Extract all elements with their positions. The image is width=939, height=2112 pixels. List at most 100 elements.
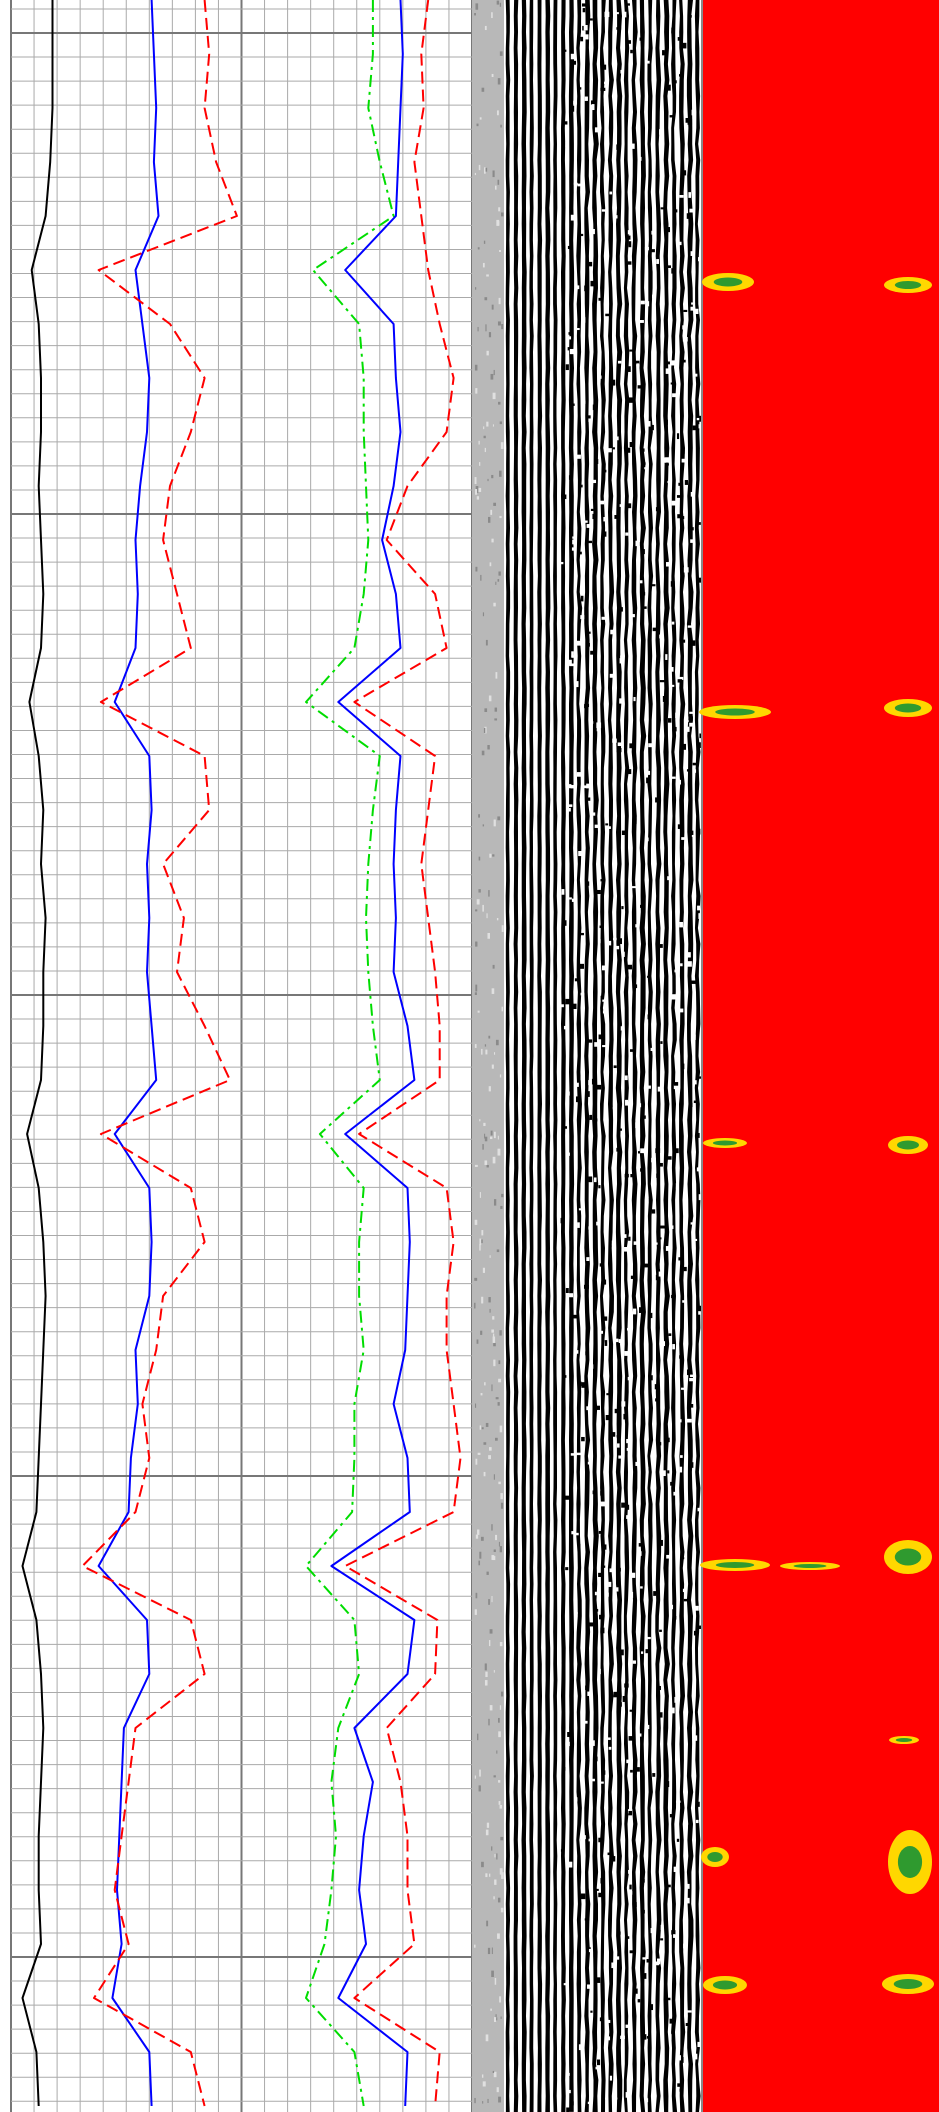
stripe-noise (692, 1735, 698, 1741)
stripe-noise (563, 49, 567, 52)
stripe-noise (687, 961, 692, 967)
texture-dot (475, 3, 479, 10)
anomaly-inner (707, 1852, 723, 1862)
stripe-noise (605, 823, 609, 826)
texture-dot (486, 1164, 489, 1168)
texture-dot (493, 1359, 496, 1367)
stripe-noise (593, 1248, 598, 1253)
stripe-noise (683, 1205, 686, 1209)
texture-dot (486, 1571, 489, 1575)
stripe-noise (574, 285, 580, 290)
stripe-noise (583, 1284, 589, 1289)
stripe-noise (564, 121, 568, 125)
texture-dot (486, 350, 489, 356)
stripe-noise (633, 696, 636, 702)
texture-dot (482, 2081, 486, 2087)
stripe (655, 0, 662, 2112)
stripe-noise (681, 359, 686, 363)
stripe-noise (690, 1404, 694, 1408)
texture-dot (479, 1769, 481, 1777)
texture-dot (484, 1382, 486, 1386)
stripe-noise (600, 500, 605, 505)
stripe-noise (650, 2004, 654, 2011)
stripe-noise (589, 18, 593, 21)
stripe-noise (672, 1344, 675, 1350)
anomaly-inner (715, 1562, 755, 1568)
texture-dot (482, 1267, 486, 1273)
stripe-noise (607, 940, 612, 946)
texture-dot (499, 515, 502, 519)
stripe-noise (679, 2088, 682, 2092)
stripe-noise (695, 1819, 699, 1824)
texture-dot (476, 1339, 479, 1344)
stripe-noise (677, 824, 682, 829)
stripe-noise (697, 1076, 702, 1079)
stripe-noise (691, 302, 696, 305)
stripe-noise (588, 1039, 593, 1043)
stripe-noise (596, 2059, 601, 2066)
texture-dot (498, 1360, 501, 1365)
stripe-noise (594, 127, 600, 133)
stripe-noise (629, 442, 633, 448)
texture-dot (500, 2016, 502, 2019)
texture-dot (477, 1529, 480, 1535)
stripe-noise (691, 527, 694, 531)
stripe-noise (640, 1586, 643, 1589)
stripe-noise (687, 2010, 692, 2013)
stripe-noise (682, 743, 687, 750)
stripe-noise (665, 654, 668, 660)
stripe (623, 0, 630, 2112)
texture-dot (501, 1872, 504, 1879)
anomaly-inner (712, 1140, 738, 1146)
stripe-noise (586, 20, 590, 24)
texture-dot (489, 1705, 493, 1711)
stripe-noise (563, 1025, 568, 1030)
stripe-noise (610, 379, 616, 386)
texture-dot (483, 426, 485, 430)
stripe-noise (669, 1604, 674, 1610)
stripe-noise (593, 1118, 598, 1122)
texture-dot (485, 324, 487, 332)
stripe-noise (626, 1447, 631, 1451)
stripe-noise (591, 1078, 595, 1085)
stripe-noise (654, 1961, 660, 1966)
texture-dot (487, 2098, 489, 2104)
stripe-noise (624, 1683, 629, 1688)
stripe-noise (679, 1419, 682, 1423)
stripe-noise (660, 1225, 666, 1229)
stripe (553, 0, 558, 2112)
stripe-noise (588, 261, 593, 267)
stripe-noise (572, 539, 575, 545)
color-track (703, 0, 939, 2112)
stripe-noise (693, 1080, 697, 1085)
stripe-noise (646, 770, 651, 775)
stripe-noise (594, 1591, 597, 1596)
stripe-noise (698, 424, 703, 429)
stripe-noise (634, 360, 640, 365)
stripe-noise (616, 1956, 620, 1960)
stripe-noise (596, 722, 602, 729)
stripe-noise (576, 640, 581, 646)
stripe-noise (616, 27, 622, 30)
stripe-noise (637, 1999, 641, 2003)
texture-dot (489, 562, 492, 567)
texture-dot (499, 51, 503, 56)
stripe-noise (600, 87, 606, 91)
stripe-noise (669, 1225, 674, 1229)
texture-dot (491, 1596, 493, 1603)
stripe-noise (644, 2034, 647, 2040)
texture-dot (493, 1474, 495, 1480)
texture-dot (475, 388, 478, 394)
stripe (561, 0, 566, 2112)
stripe-noise (689, 208, 695, 213)
stripe-noise (581, 1382, 587, 1388)
texture-dot (485, 167, 488, 172)
stripe-noise (588, 1080, 593, 1086)
stripe-noise (697, 1507, 702, 1512)
stripe-noise (585, 881, 590, 886)
stripe-noise (571, 403, 575, 406)
stripe-noise (599, 1614, 602, 1620)
texture-dot (478, 889, 481, 893)
stripe-noise (671, 994, 677, 1000)
